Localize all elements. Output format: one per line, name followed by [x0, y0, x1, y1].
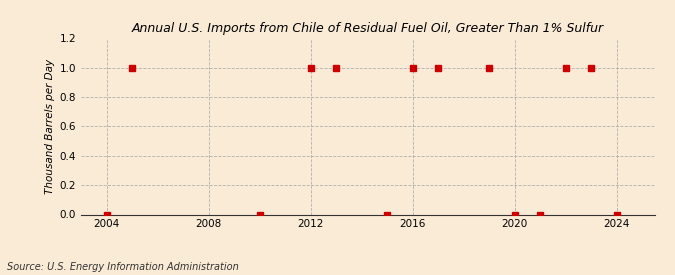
Y-axis label: Thousand Barrels per Day: Thousand Barrels per Day [45, 59, 55, 194]
Text: Source: U.S. Energy Information Administration: Source: U.S. Energy Information Administ… [7, 262, 238, 272]
Title: Annual U.S. Imports from Chile of Residual Fuel Oil, Greater Than 1% Sulfur: Annual U.S. Imports from Chile of Residu… [132, 21, 604, 35]
